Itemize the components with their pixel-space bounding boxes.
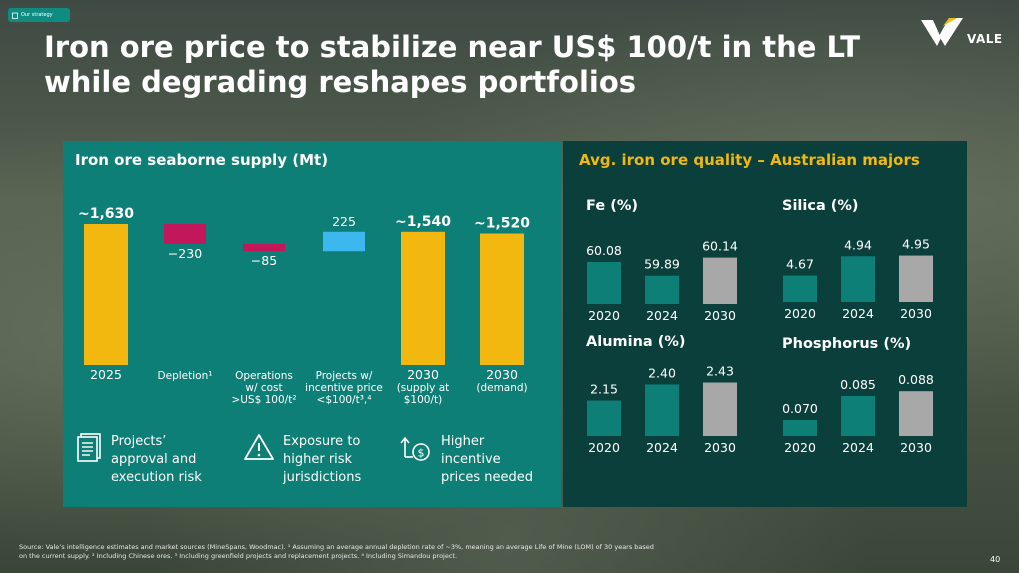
waterfall-bar-4 <box>401 231 445 365</box>
alumina-value-label-2020: 2.15 <box>590 382 618 397</box>
alumina-category-label-2020: 2020 <box>588 440 620 455</box>
fe-value-label-2020: 60.08 <box>586 243 622 258</box>
silica-category-label-2020: 2020 <box>784 306 816 321</box>
fe-category-label-2020: 2020 <box>588 308 620 323</box>
risk-label-jurisdictions: Exposure to higher risk jurisdictions <box>283 434 362 485</box>
waterfall-chart: ~1,630 2025 −230 Depletion¹ −85 Operationsw/ … <box>78 206 530 406</box>
phosphorus-bar-2030 <box>899 391 933 436</box>
clipboard-icon <box>12 12 18 19</box>
waterfall-value-label-5: ~1,520 <box>474 216 530 232</box>
risk-item-jurisdictions: Exposure to higher risk jurisdictions <box>243 433 361 487</box>
waterfall-category-sublabel-2-1: >US$ 100/t² <box>231 394 296 406</box>
phosphorus-title: Phosphorus (%) <box>782 336 911 352</box>
waterfall-category-sublabel-4-0: (supply at <box>397 382 450 394</box>
silica-bar-2024 <box>841 256 875 302</box>
waterfall-category-sublabel-3-1: <$100/t³,⁴ <box>317 394 372 406</box>
quality-panel: Avg. iron ore quality – Australian major… <box>563 141 967 507</box>
waterfall-category-label-1: Depletion¹ <box>158 370 213 382</box>
silica-value-label-2020: 4.67 <box>786 257 814 272</box>
section-tag[interactable]: Our strategy <box>8 8 70 22</box>
risk-item-approval: Projects’ approval and execution risk <box>77 433 202 487</box>
silica-category-label-2024: 2024 <box>842 306 874 321</box>
source-footnote: Source: Vale’s intelligence estimates an… <box>19 543 654 560</box>
waterfall-bar-3 <box>323 231 365 252</box>
alumina-value-label-2030: 2.43 <box>706 364 734 379</box>
waterfall-value-label-4: ~1,540 <box>395 214 451 230</box>
phosphorus-category-label-2024: 2024 <box>842 440 874 455</box>
silica-bar-2020 <box>783 275 817 302</box>
silica-title: Silica (%) <box>782 198 859 214</box>
alumina-category-label-2030: 2030 <box>704 440 736 455</box>
page-number: 40 <box>990 555 1001 564</box>
silica-bar-2030 <box>899 255 933 302</box>
waterfall-value-label-3: 225 <box>332 214 356 229</box>
alumina-bar-2030 <box>703 382 737 436</box>
waterfall-category-label-3: Projects w/ <box>316 370 373 382</box>
waterfall-category-sublabel-4-1: $100/t) <box>404 394 442 406</box>
waterfall-value-label-1: −230 <box>168 246 202 261</box>
supply-panel-title: Iron ore seaborne supply (Mt) <box>75 151 329 169</box>
waterfall-category-label-4: 2030 <box>407 367 439 382</box>
silica-value-label-2030: 4.95 <box>902 237 930 252</box>
fe-title: Fe (%) <box>586 198 638 214</box>
fe-bar-2020 <box>587 261 621 304</box>
section-tag-label: Our strategy <box>21 12 53 18</box>
dollar-cycle-icon: $ <box>400 436 430 461</box>
document-icon <box>77 433 101 462</box>
quality-charts: Fe (%) 60.08 2020 59.89 2024 60.14 2030 Silica … <box>586 198 934 455</box>
quality-panel-title: Avg. iron ore quality – Australian major… <box>579 151 920 169</box>
fe-category-label-2030: 2030 <box>704 308 736 323</box>
waterfall-category-sublabel-2-0: w/ cost <box>245 382 282 394</box>
vale-logo: VALE <box>919 14 1002 54</box>
phosphorus-category-label-2030: 2030 <box>900 440 932 455</box>
warning-icon <box>244 434 274 460</box>
waterfall-category-sublabel-5-0: (demand) <box>476 382 527 394</box>
waterfall-value-label-2: −85 <box>251 253 277 268</box>
fe-bar-2024 <box>645 275 679 304</box>
phosphorus-category-label-2020: 2020 <box>784 440 816 455</box>
waterfall-bar-2 <box>243 243 285 252</box>
fe-value-label-2030: 60.14 <box>702 239 738 254</box>
fe-category-label-2024: 2024 <box>646 308 678 323</box>
silica-value-label-2024: 4.94 <box>844 237 872 252</box>
alumina-bar-2024 <box>645 384 679 436</box>
page-title: Iron ore price to stabilize near US$ 100… <box>44 30 860 99</box>
alumina-category-label-2024: 2024 <box>646 440 678 455</box>
waterfall-bar-1 <box>164 224 206 244</box>
waterfall-category-label-0: 2025 <box>90 367 122 382</box>
waterfall-bar-5 <box>480 233 524 365</box>
risk-item-incentive: $ Higher incentive prices needed <box>399 433 533 487</box>
waterfall-category-label-2: Operations <box>235 370 293 382</box>
waterfall-value-label-0: ~1,630 <box>78 206 134 222</box>
phosphorus-value-label-2020: 0.070 <box>782 401 818 416</box>
alumina-title: Alumina (%) <box>586 334 686 350</box>
phosphorus-bar-2020 <box>783 420 817 436</box>
phosphorus-bar-2024 <box>841 396 875 436</box>
phosphorus-value-label-2024: 0.085 <box>840 377 876 392</box>
waterfall-category-label-5: 2030 <box>486 367 518 382</box>
svg-text:$: $ <box>418 447 425 460</box>
fe-value-label-2024: 59.89 <box>644 257 680 272</box>
vale-logo-text: VALE <box>967 32 1003 46</box>
waterfall-bar-0 <box>84 224 128 365</box>
risk-label-approval: Projects’ approval and execution risk <box>111 434 202 485</box>
risk-label-incentive: Higher incentive prices needed <box>441 434 533 485</box>
alumina-value-label-2024: 2.40 <box>648 365 676 380</box>
waterfall-category-sublabel-3-0: incentive price <box>305 382 383 394</box>
seaborne-supply-panel: Iron ore seaborne supply (Mt) ~1,630 2025… <box>63 141 561 507</box>
fe-bar-2030 <box>703 257 737 304</box>
phosphorus-value-label-2030: 0.088 <box>898 372 934 387</box>
alumina-bar-2020 <box>587 400 621 436</box>
silica-category-label-2030: 2030 <box>900 306 932 321</box>
vale-logo-mark <box>921 18 963 46</box>
